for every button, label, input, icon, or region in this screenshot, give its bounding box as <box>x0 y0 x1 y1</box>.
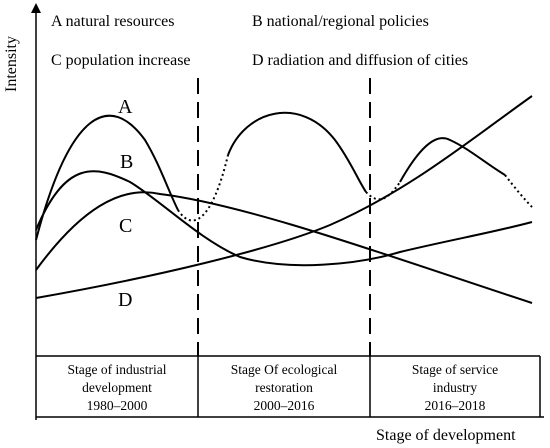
curve-a-segment-dotted-3 <box>504 174 533 208</box>
stage-3-line-2: industry <box>433 380 478 395</box>
curve-label-d: D <box>118 289 132 311</box>
stage-2-line-3: 2000–2016 <box>254 398 315 413</box>
stage-3-line-1: Stage of service <box>412 362 498 377</box>
curve-a-segment-dotted-1 <box>177 154 229 222</box>
curve-a-segment-2 <box>227 111 367 193</box>
x-axis-title: Stage of development <box>376 427 516 444</box>
curve-a-segment-1 <box>35 114 179 241</box>
curve-c <box>35 191 533 304</box>
stage-1-line-3: 1980–2000 <box>87 398 148 413</box>
stage-1-line-1: Stage of industrial <box>68 362 167 377</box>
curve-b <box>35 170 533 267</box>
curve-label-b: B <box>120 151 133 173</box>
legend-c: C population increase <box>51 52 191 69</box>
legend-d: D radiation and diffusion of cities <box>252 52 468 69</box>
curve-d <box>35 95 533 299</box>
curve-label-a: A <box>118 96 133 118</box>
curve-a-segment-3 <box>399 137 506 183</box>
curve-label-c: C <box>119 215 132 237</box>
stage-2-line-2: restoration <box>255 380 313 395</box>
stage-3-line-3: 2016–2018 <box>425 398 486 413</box>
legend-a: A natural resources <box>51 13 175 30</box>
legend-b: B national/regional policies <box>252 13 429 30</box>
stage-1-line-2: development <box>82 380 152 395</box>
y-axis-title: Intensity <box>3 36 20 92</box>
stage-2-line-1: Stage Of ecological <box>231 362 338 377</box>
